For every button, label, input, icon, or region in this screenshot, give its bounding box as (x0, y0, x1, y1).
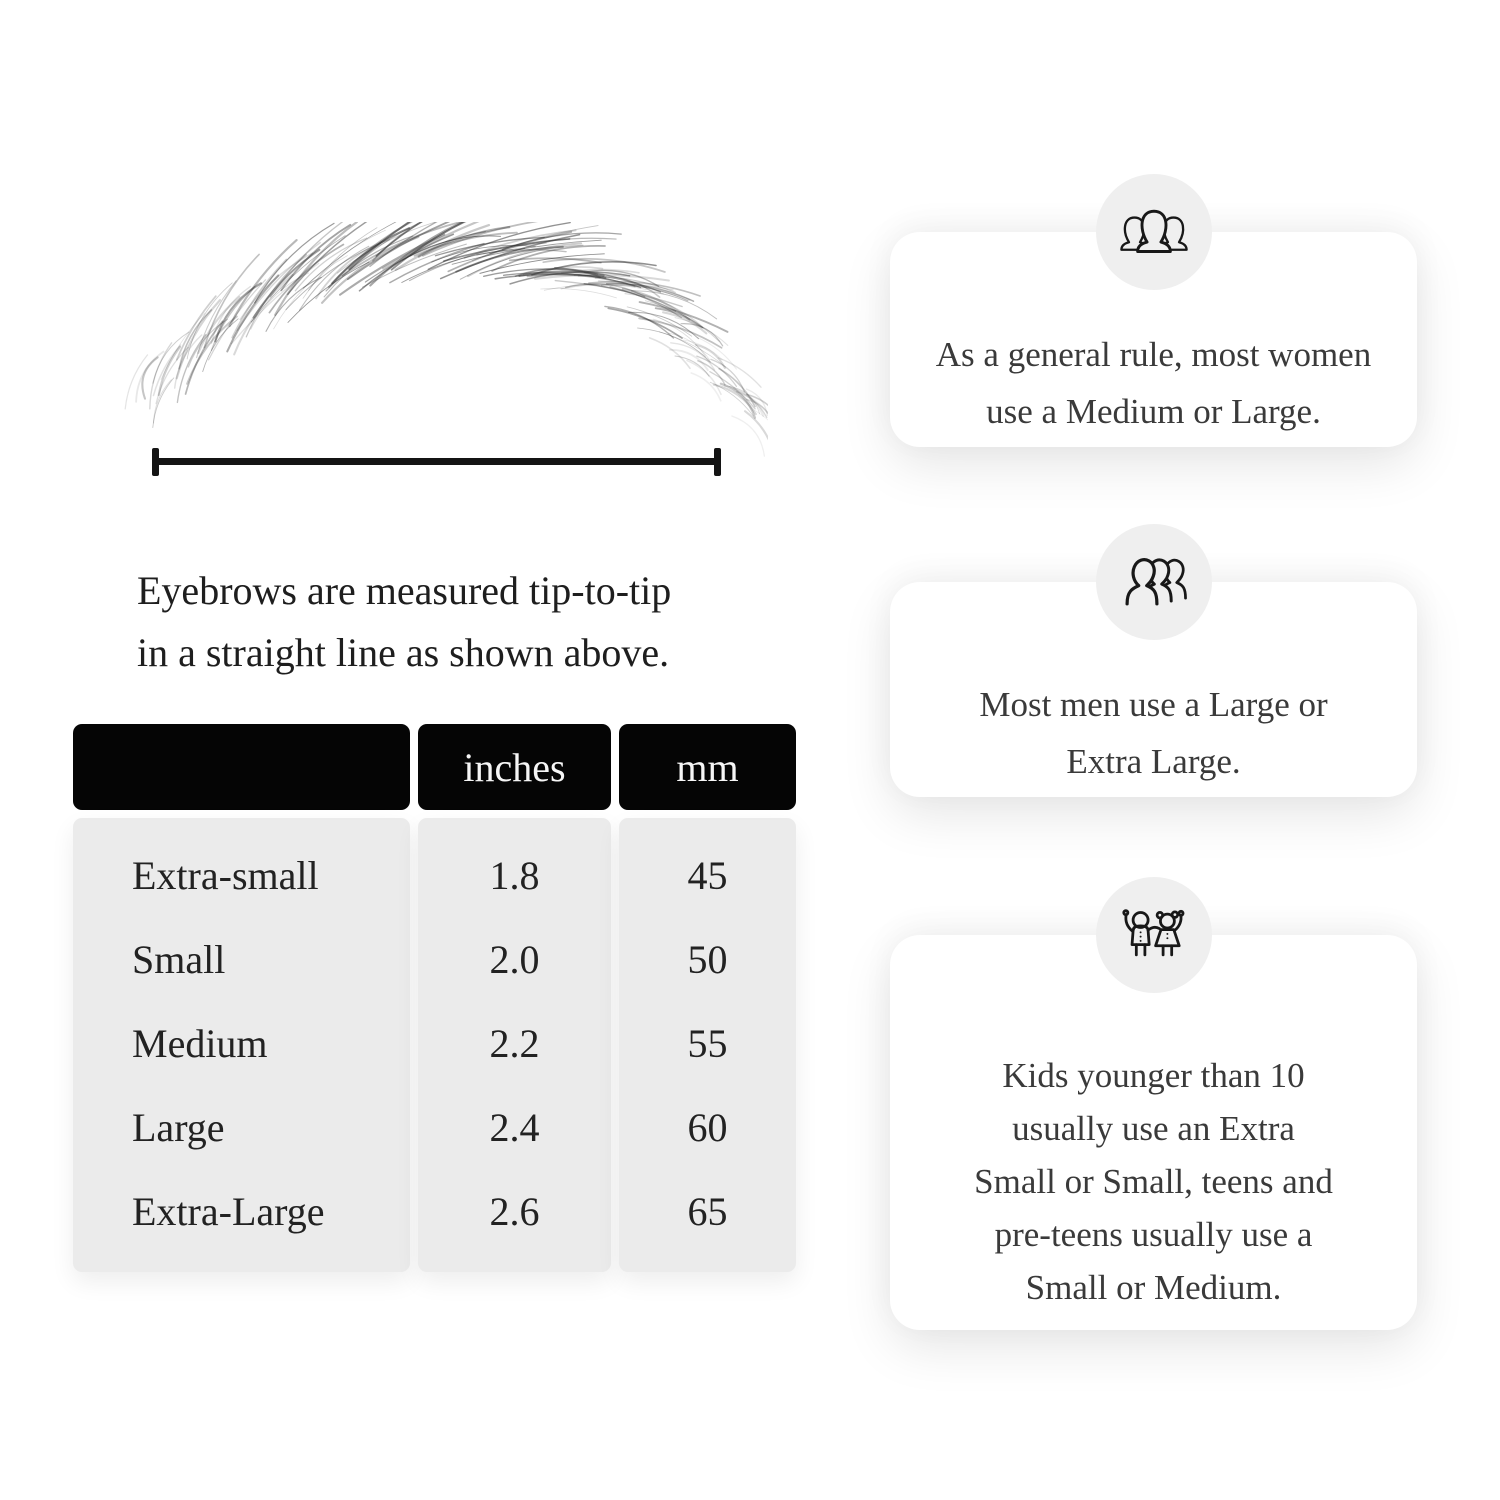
card-text-line: Most men use a Large or (979, 685, 1328, 724)
size-table-mm-column: mm 45 50 55 60 65 (619, 724, 796, 1272)
caption-line: Eyebrows are measured tip-to-tip (137, 568, 672, 613)
eyebrow-illustration (108, 222, 768, 472)
card-text-line: Small or Medium. (1025, 1268, 1282, 1307)
table-cell-mm: 65 (687, 1188, 728, 1234)
table-row-label: Large (132, 1104, 225, 1150)
card-men: Most men use a Large or Extra Large. (890, 524, 1417, 797)
table-row-label: Extra-small (132, 852, 319, 898)
card-kids: Kids younger than 10 usually use an Extr… (890, 877, 1417, 1330)
size-table-label-column: Extra-small Small Medium Large Extra-Lar… (73, 724, 410, 1272)
card-women-badge (1095, 174, 1212, 290)
card-text-line: As a general rule, most women (935, 335, 1372, 374)
table-cell-inches: 2.0 (489, 936, 540, 982)
table-cell-inches: 2.6 (489, 1188, 540, 1234)
table-body-mm: 45 50 55 60 65 (619, 818, 796, 1272)
card-text-line: Kids younger than 10 (1002, 1056, 1305, 1095)
measurement-bar (152, 458, 721, 465)
caption-line: in a straight line as shown above. (137, 630, 670, 675)
table-header-inches-label: inches (463, 744, 566, 790)
table-body-inches: 1.8 2.0 2.2 2.4 2.6 (418, 818, 611, 1272)
measurement-caption: Eyebrows are measured tip-to-tip in a st… (137, 560, 797, 684)
table-cell-mm: 60 (687, 1104, 728, 1150)
men-group-icon (1124, 558, 1187, 606)
measurement-right-tick (714, 448, 721, 476)
size-table-inches-column: inches 1.8 2.0 2.2 2.4 2.6 (418, 724, 611, 1272)
eyebrow-sketch-svg (124, 222, 768, 457)
table-row-label: Extra-Large (132, 1188, 325, 1234)
table-header-mm-label: mm (676, 744, 739, 790)
card-women: As a general rule, most women use a Medi… (890, 174, 1417, 447)
card-kids-text: Kids younger than 10 usually use an Extr… (890, 935, 1417, 1314)
table-cell-inches: 2.4 (489, 1104, 540, 1150)
table-header-mm: mm (619, 724, 796, 810)
table-row-label: Small (132, 936, 226, 982)
table-cell-inches: 1.8 (489, 852, 540, 898)
table-body-labels: Extra-small Small Medium Large Extra-Lar… (73, 818, 410, 1272)
table-header-inches: inches (418, 724, 611, 810)
card-kids-badge (1095, 877, 1212, 993)
table-cell-mm: 50 (687, 936, 728, 982)
women-group-icon (1119, 209, 1188, 253)
size-table: Extra-small Small Medium Large Extra-Lar… (73, 724, 796, 1272)
card-text-line: Extra Large. (1066, 742, 1241, 781)
table-header-blank (73, 724, 410, 810)
card-text-line: Small or Small, teens and (974, 1162, 1333, 1201)
card-text-line: use a Medium or Large. (986, 392, 1321, 431)
table-row-label: Medium (132, 1020, 268, 1066)
card-women-text: As a general rule, most women use a Medi… (890, 232, 1417, 440)
card-text-line: pre-teens usually use a (994, 1215, 1313, 1254)
card-text-line: usually use an Extra (1012, 1109, 1295, 1148)
children-icon (1121, 909, 1184, 957)
card-men-badge (1095, 524, 1212, 640)
measurement-line (152, 448, 721, 476)
table-cell-mm: 55 (687, 1020, 728, 1066)
card-men-text: Most men use a Large or Extra Large. (890, 582, 1417, 790)
table-cell-inches: 2.2 (489, 1020, 540, 1066)
table-cell-mm: 45 (687, 852, 728, 898)
